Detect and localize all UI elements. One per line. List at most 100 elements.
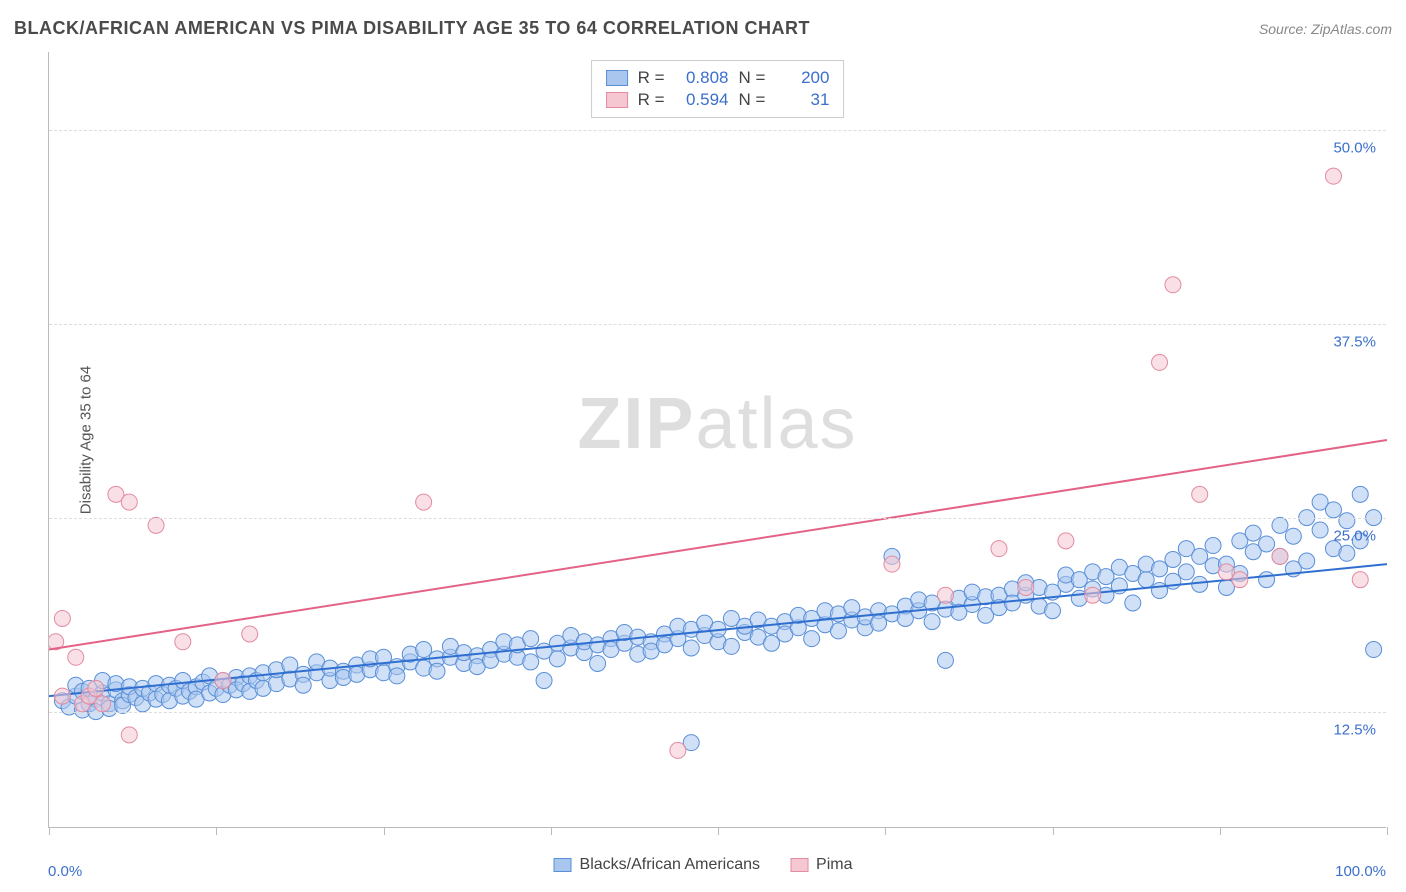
scatter-point-pima [1058, 533, 1074, 549]
scatter-point-blacks [1205, 538, 1221, 554]
scatter-point-pima [416, 494, 432, 510]
x-tick [1387, 827, 1388, 835]
scatter-point-pima [1352, 572, 1368, 588]
x-tick [216, 827, 217, 835]
scatter-point-blacks [1299, 553, 1315, 569]
legend-series-label: Blacks/African Americans [580, 856, 761, 874]
x-tick [49, 827, 50, 835]
scatter-point-blacks [1312, 522, 1328, 538]
scatter-point-pima [1085, 587, 1101, 603]
scatter-point-blacks [1165, 552, 1181, 568]
legend-r-value: 0.808 [675, 68, 729, 88]
scatter-point-blacks [1098, 569, 1114, 585]
x-axis-max-label: 100.0% [1335, 863, 1386, 880]
scatter-point-blacks [1192, 548, 1208, 564]
gridline [49, 130, 1386, 131]
scatter-point-blacks [1152, 583, 1168, 599]
legend-stats-row: R = 0.808 N = 200 [606, 68, 830, 88]
x-tick [384, 827, 385, 835]
chart-title: BLACK/AFRICAN AMERICAN VS PIMA DISABILIT… [14, 18, 810, 39]
scatter-point-blacks [1245, 525, 1261, 541]
scatter-point-blacks [295, 677, 311, 693]
legend-series-item: Pima [790, 856, 852, 874]
scatter-point-blacks [804, 631, 820, 647]
gridline [49, 518, 1386, 519]
scatter-point-blacks [937, 652, 953, 668]
scatter-point-pima [1272, 548, 1288, 564]
y-tick-label: 25.0% [1333, 527, 1376, 544]
scatter-point-pima [215, 673, 231, 689]
scatter-point-blacks [723, 638, 739, 654]
scatter-point-blacks [1138, 572, 1154, 588]
scatter-point-blacks [683, 640, 699, 656]
scatter-point-blacks [1285, 528, 1301, 544]
scatter-point-pima [148, 517, 164, 533]
scatter-point-blacks [764, 635, 780, 651]
x-tick [1053, 827, 1054, 835]
scatter-point-blacks [1259, 572, 1275, 588]
scatter-point-pima [1165, 277, 1181, 293]
scatter-point-blacks [1045, 603, 1061, 619]
scatter-point-pima [95, 696, 111, 712]
scatter-point-blacks [1366, 642, 1382, 658]
legend-r-label: R = [638, 68, 665, 88]
legend-stats: R =0.808N =200R =0.594N =31 [591, 60, 845, 118]
scatter-point-blacks [1325, 502, 1341, 518]
gridline [49, 712, 1386, 713]
scatter-point-blacks [844, 600, 860, 616]
scatter-point-blacks [536, 673, 552, 689]
legend-series-label: Pima [816, 856, 852, 874]
scatter-point-blacks [1259, 536, 1275, 552]
legend-swatch [790, 858, 808, 872]
scatter-point-blacks [871, 615, 887, 631]
scatter-point-blacks [590, 655, 606, 671]
legend-swatch [554, 858, 572, 872]
scatter-point-blacks [1178, 564, 1194, 580]
y-tick-label: 37.5% [1333, 333, 1376, 350]
gridline [49, 324, 1386, 325]
scatter-point-pima [54, 688, 70, 704]
scatter-point-pima [1152, 354, 1168, 370]
scatter-point-pima [242, 626, 258, 642]
legend-r-value: 0.594 [675, 90, 729, 110]
scatter-point-pima [1018, 579, 1034, 595]
scatter-point-blacks [416, 642, 432, 658]
scatter-point-pima [991, 541, 1007, 557]
scatter-point-blacks [429, 663, 445, 679]
legend-n-value: 200 [775, 68, 829, 88]
scatter-point-pima [121, 727, 137, 743]
y-tick-label: 12.5% [1333, 721, 1376, 738]
x-tick [718, 827, 719, 835]
scatter-point-pima [1232, 572, 1248, 588]
scatter-point-blacks [1339, 545, 1355, 561]
legend-n-label: N = [739, 68, 766, 88]
scatter-point-blacks [389, 668, 405, 684]
scatter-point-blacks [523, 654, 539, 670]
scatter-point-pima [121, 494, 137, 510]
scatter-point-blacks [924, 614, 940, 630]
legend-series: Blacks/African Americans Pima [554, 856, 853, 874]
scatter-point-blacks [1152, 561, 1168, 577]
legend-series-item: Blacks/African Americans [554, 856, 761, 874]
plot-area: ZIPatlas R =0.808N =200R =0.594N =31 12.… [48, 52, 1386, 828]
x-tick [885, 827, 886, 835]
scatter-point-pima [1325, 168, 1341, 184]
scatter-point-pima [937, 587, 953, 603]
scatter-point-blacks [549, 651, 565, 667]
legend-r-label: R = [638, 90, 665, 110]
scatter-point-blacks [1352, 486, 1368, 502]
scatter-point-blacks [1272, 517, 1288, 533]
scatter-point-pima [68, 649, 84, 665]
x-axis-min-label: 0.0% [48, 863, 82, 880]
scatter-point-blacks [1165, 573, 1181, 589]
chart-source: Source: ZipAtlas.com [1259, 21, 1392, 37]
scatter-point-blacks [830, 623, 846, 639]
scatter-point-pima [670, 742, 686, 758]
x-tick [551, 827, 552, 835]
scatter-point-pima [884, 556, 900, 572]
legend-swatch [606, 70, 628, 86]
scatter-point-blacks [282, 657, 298, 673]
scatter-point-pima [88, 680, 104, 696]
scatter-point-blacks [523, 631, 539, 647]
legend-swatch [606, 92, 628, 108]
